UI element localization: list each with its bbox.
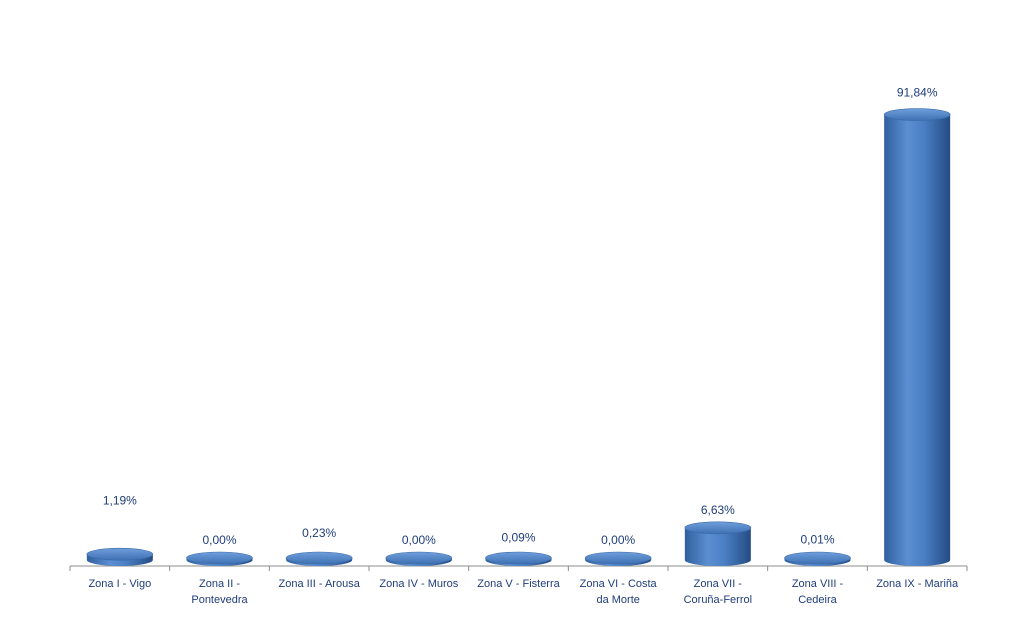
bar-top xyxy=(485,551,552,565)
bar xyxy=(584,551,652,566)
category-label: Zona VIII -Cedeira xyxy=(792,578,844,606)
bar-top xyxy=(584,551,652,565)
bar-top xyxy=(883,108,951,121)
value-label: 0,09% xyxy=(501,530,535,544)
category-label: Zona IV - Muros xyxy=(379,578,458,590)
bar-top xyxy=(86,547,154,561)
value-label: 0,23% xyxy=(302,526,336,540)
bar xyxy=(385,551,453,566)
value-label: 0,00% xyxy=(402,533,436,547)
value-label: 0,00% xyxy=(202,533,236,547)
bar xyxy=(485,551,552,566)
bar xyxy=(86,547,154,566)
bar xyxy=(186,551,253,566)
labels-layer: 1,19% Zona I - Vigo 0,00% Zona II -Ponteved… xyxy=(88,86,959,606)
bar-top xyxy=(784,551,851,565)
value-label: 0,01% xyxy=(800,533,834,547)
value-label: 0,00% xyxy=(601,533,635,547)
bar-top xyxy=(684,521,752,535)
category-label: Zona VI - Costa da Morte xyxy=(580,578,658,606)
bars-layer xyxy=(86,108,951,567)
bar xyxy=(684,521,752,566)
axis-layer xyxy=(69,565,968,571)
category-label: Zona II -Pontevedra xyxy=(191,578,248,606)
bar xyxy=(285,551,353,566)
category-label: Zona V - Fisterra xyxy=(477,578,560,590)
category-label: Zona VII -Coruña-Ferrol xyxy=(684,578,752,606)
bar-body xyxy=(884,114,951,567)
value-label: 6,63% xyxy=(701,503,735,517)
category-label: Zona I - Vigo xyxy=(88,578,151,590)
category-label: Zona III - Arousa xyxy=(279,578,361,590)
bar xyxy=(883,108,951,567)
bar-top xyxy=(186,551,253,565)
bar-body xyxy=(684,527,751,566)
value-label: 91,84% xyxy=(897,86,938,100)
value-label: 1,19% xyxy=(103,494,137,508)
bar xyxy=(784,551,851,566)
bar-top xyxy=(385,551,453,565)
category-label: Zona IX - Mariña xyxy=(876,578,959,590)
bar-top xyxy=(285,551,353,565)
